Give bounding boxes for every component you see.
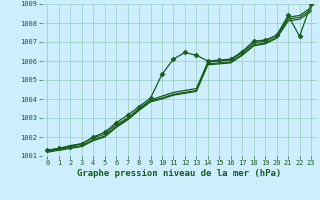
X-axis label: Graphe pression niveau de la mer (hPa): Graphe pression niveau de la mer (hPa): [77, 169, 281, 178]
